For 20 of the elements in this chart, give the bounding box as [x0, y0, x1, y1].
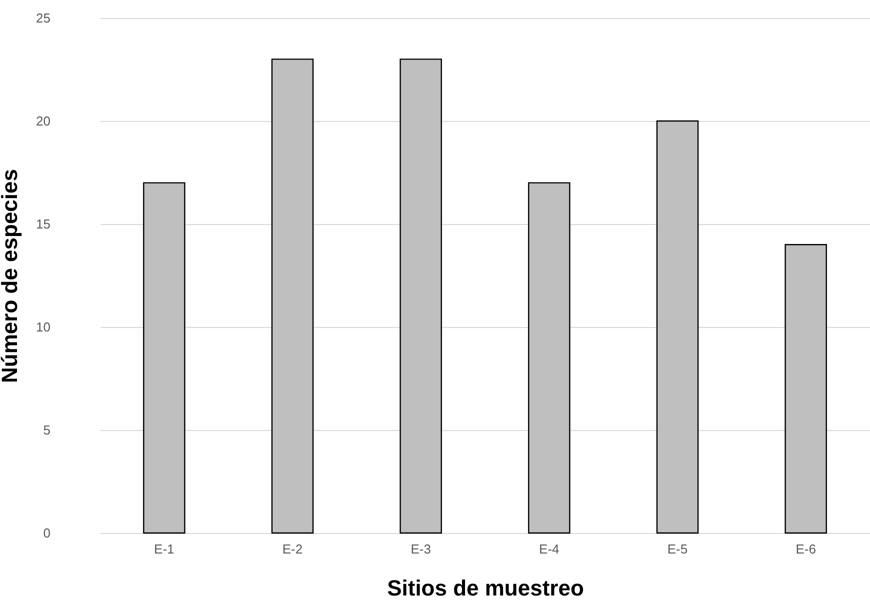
x-tick-label: E-6 — [796, 542, 816, 556]
y-tick-label: 25 — [36, 10, 50, 26]
x-axis-title: Sitios de muestreo — [387, 576, 584, 600]
y-tick-label: 10 — [36, 320, 50, 334]
bar — [528, 182, 570, 534]
x-tick-label: E-2 — [282, 542, 303, 556]
x-tick-label: E-3 — [410, 542, 431, 556]
y-axis-title: Número de especies — [0, 169, 22, 383]
y-tick-label: 0 — [43, 526, 50, 540]
x-tick-label: E-5 — [667, 542, 688, 556]
x-tick-label: E-4 — [539, 542, 560, 556]
y-tick-label: 15 — [36, 216, 50, 232]
bar — [271, 58, 314, 534]
bar — [143, 182, 186, 534]
y-tick-label: 5 — [43, 422, 50, 438]
y-tick-label: 20 — [36, 114, 50, 128]
bar — [400, 58, 442, 534]
bar — [784, 244, 827, 534]
bar — [656, 120, 699, 534]
x-tick-label: E-1 — [154, 542, 174, 556]
